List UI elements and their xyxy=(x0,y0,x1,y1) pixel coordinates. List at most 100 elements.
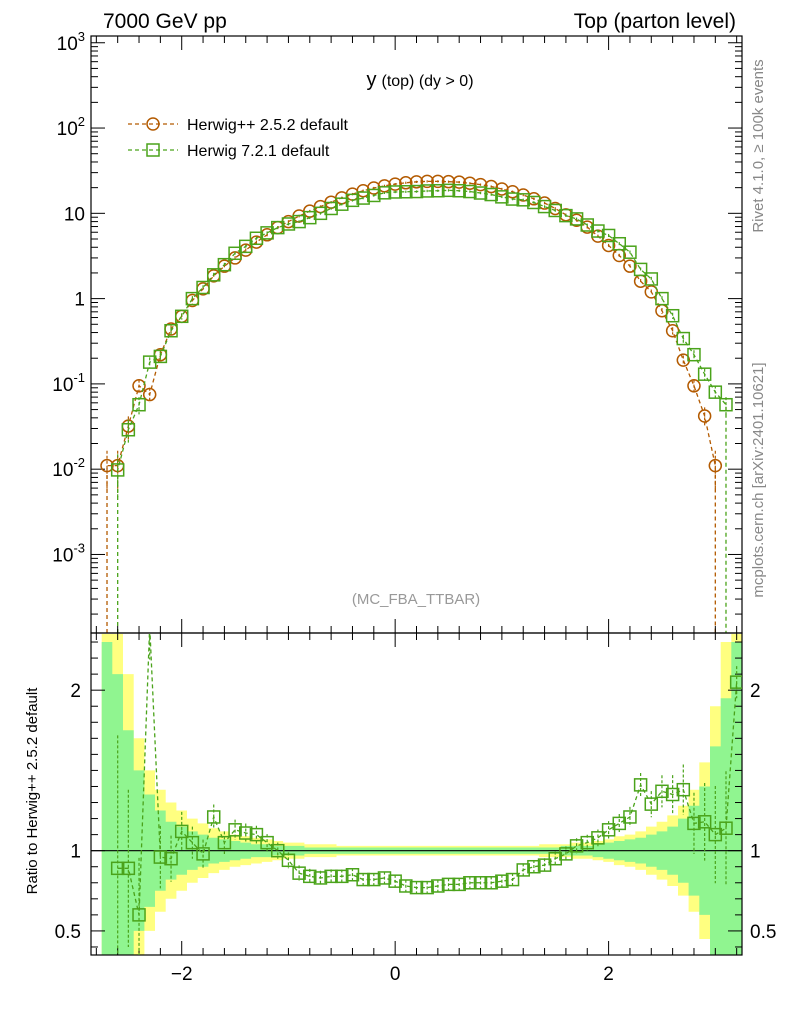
data-point xyxy=(100,458,114,473)
ratio-data-point xyxy=(153,850,168,864)
data-point xyxy=(697,367,712,381)
ratio-data-point xyxy=(399,879,413,893)
data-point xyxy=(409,175,424,189)
data-point xyxy=(473,177,488,192)
ratio-data-point xyxy=(174,824,189,839)
data-point xyxy=(612,236,627,251)
data-point xyxy=(399,176,413,190)
data-point xyxy=(335,197,349,211)
data-point xyxy=(644,285,659,299)
x-tick-label: 0 xyxy=(390,964,401,985)
main-series xyxy=(100,174,733,633)
plot-title: y (top) (dy > 0) xyxy=(366,69,473,91)
data-point xyxy=(142,387,157,402)
data-point xyxy=(676,331,691,346)
ratio-data-point xyxy=(388,874,402,888)
ratio-data-point xyxy=(687,816,701,831)
data-point xyxy=(409,184,424,199)
data-point xyxy=(313,206,328,221)
data-point xyxy=(132,379,146,393)
ratio-plot-panel: −2 0 2 0.5 0.5 1 1 2 2 xyxy=(55,36,776,985)
data-point xyxy=(623,259,637,273)
main-y-ticks xyxy=(91,42,742,615)
ratio-data-point xyxy=(249,827,264,842)
data-point xyxy=(196,280,210,295)
ratio-data-point xyxy=(260,835,274,850)
ratio-y-tick-label-right: 2 xyxy=(750,681,761,702)
ratio-data-point xyxy=(377,871,392,885)
ratio-y-tick-label-left: 1 xyxy=(70,842,81,863)
ratio-data-point xyxy=(505,872,520,887)
y-tick-label: 10-3 xyxy=(52,540,85,566)
x-tick-label: −2 xyxy=(171,964,193,985)
data-point xyxy=(601,238,616,253)
y-tick-label: 10 xyxy=(64,204,85,225)
data-point xyxy=(377,186,392,200)
ratio-data-point xyxy=(206,810,221,824)
data-point xyxy=(591,224,605,238)
ratio-data-point xyxy=(356,872,370,887)
ratio-data-point xyxy=(217,835,232,850)
series-herwig7 xyxy=(110,183,733,633)
legend-entry-herwig7: Herwig 7.2.1 default xyxy=(128,143,330,160)
y-tick-label: 1 xyxy=(74,290,85,311)
data-point xyxy=(206,268,221,282)
ratio-data-point xyxy=(431,879,445,893)
data-point xyxy=(452,175,466,189)
ratio-data-point xyxy=(473,876,488,890)
data-point xyxy=(217,257,232,272)
data-point xyxy=(516,193,530,207)
ratio-data-point xyxy=(110,861,125,876)
ratio-data-point xyxy=(591,831,605,845)
data-point xyxy=(110,463,125,477)
ratio-bands xyxy=(101,634,742,955)
y-tick-label: 103 xyxy=(57,29,85,55)
ratio-data-point xyxy=(271,843,285,858)
data-point xyxy=(463,184,477,199)
legend-label-herwig7: Herwig 7.2.1 default xyxy=(187,143,330,160)
data-point xyxy=(559,208,573,223)
ratio-data-point xyxy=(324,869,338,884)
ratio-y-tick-label-right: 1 xyxy=(750,842,761,863)
ratio-data-point xyxy=(228,823,242,837)
data-point xyxy=(164,323,178,338)
data-point xyxy=(537,199,552,214)
plot-title-rest: (top) (dy > 0) xyxy=(381,73,473,90)
data-point xyxy=(687,379,701,393)
ratio-y-tick-label-right: 0.5 xyxy=(750,922,776,943)
data-point xyxy=(367,188,381,203)
data-point xyxy=(431,174,445,189)
x-ticks xyxy=(95,36,738,955)
data-point xyxy=(441,183,456,198)
ratio-data-point xyxy=(144,620,156,632)
ratio-data-point xyxy=(452,877,466,892)
ratio-y-tick-label-left: 0.5 xyxy=(55,922,81,943)
data-point xyxy=(388,177,402,191)
data-point xyxy=(228,246,242,261)
ratio-data-point xyxy=(644,797,659,811)
plot-title-main: y xyxy=(366,69,376,91)
ratio-data-point xyxy=(303,869,317,884)
data-point xyxy=(388,185,402,199)
data-point xyxy=(420,174,434,189)
header-right-label: Top (parton level) xyxy=(574,10,736,33)
data-point xyxy=(121,422,136,437)
ratio-y-axis-label: Ratio to Herwig++ 2.5.2 default xyxy=(24,687,41,895)
y-tick-label: 102 xyxy=(57,114,85,140)
data-point xyxy=(185,291,200,306)
ratio-data-point xyxy=(548,851,562,866)
data-point xyxy=(633,262,648,277)
ratio-data-point xyxy=(655,784,669,799)
ratio-data-point xyxy=(633,778,648,792)
data-point xyxy=(644,272,659,286)
ratio-data-point xyxy=(292,866,306,880)
data-point xyxy=(655,291,669,306)
y-tick-label: 10-1 xyxy=(52,370,85,396)
ratio-data-point xyxy=(676,782,691,797)
ratio-series xyxy=(110,620,742,955)
ratio-data-point xyxy=(313,871,328,885)
data-point xyxy=(174,309,189,324)
ratio-data-point xyxy=(527,859,541,874)
legend-marker-circle xyxy=(146,117,160,131)
ratio-data-point xyxy=(409,880,424,895)
